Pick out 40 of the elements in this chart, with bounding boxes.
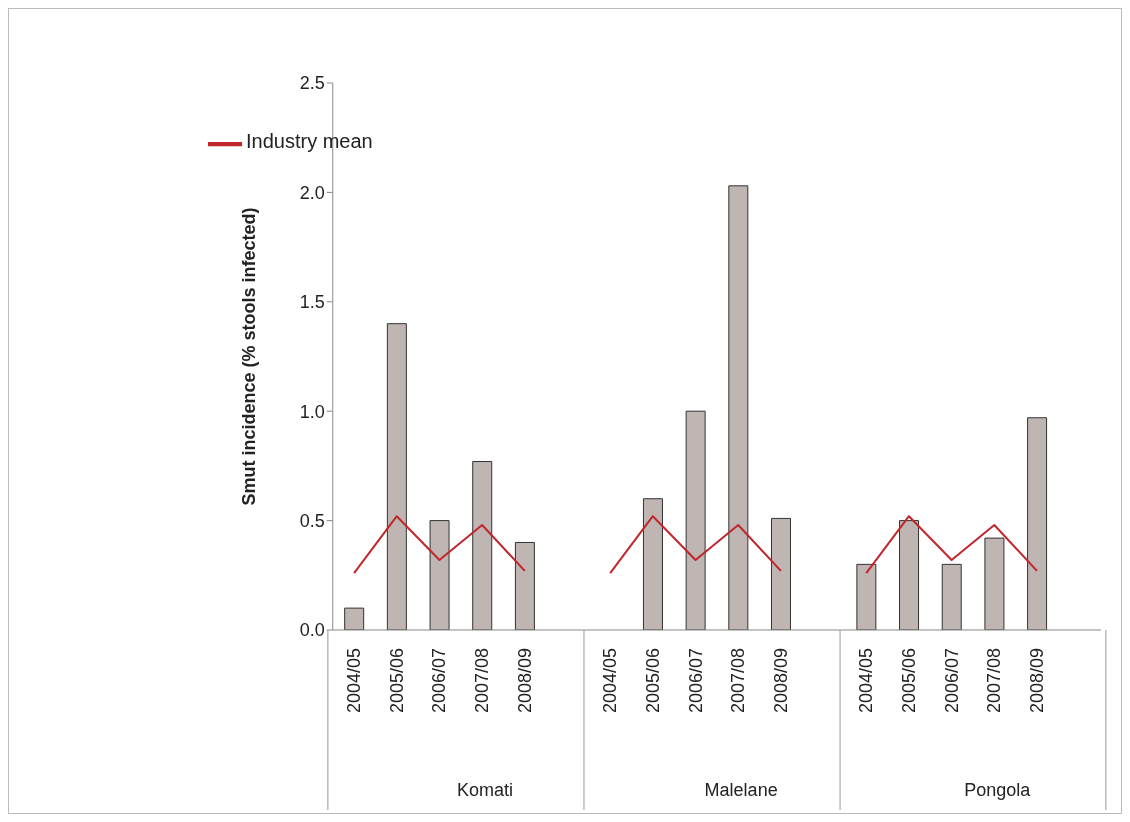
y-tick-label: 2.0 [299, 182, 325, 203]
x-tick-label: 2008/09 [1026, 648, 1047, 714]
x-tick-label: 2005/06 [386, 648, 407, 714]
x-tick-label: 2008/09 [514, 648, 535, 714]
x-tick-label: 2004/05 [344, 648, 365, 714]
x-tick-label: 2006/07 [429, 648, 450, 714]
bar [984, 537, 1005, 630]
bar [642, 498, 663, 630]
bar [1027, 417, 1048, 630]
text: Komati [457, 780, 514, 800]
x-tick-label: 2004/05 [600, 648, 621, 714]
text: Pongola [964, 780, 1032, 800]
bar [429, 520, 450, 630]
bar [941, 563, 962, 630]
y-axis-title: Smut incidence (% stools infected) [239, 207, 260, 506]
x-tick-label: 2006/07 [941, 648, 962, 714]
x-tick-label: 2004/05 [856, 648, 877, 714]
legend-label: Industry mean [246, 129, 373, 152]
bar [728, 185, 749, 630]
y-tick-label: 0.5 [299, 510, 325, 531]
bar [685, 410, 706, 630]
bar [472, 461, 493, 630]
text: Malelane [704, 780, 778, 800]
bar [771, 517, 791, 630]
x-tick-label: 2007/08 [472, 648, 493, 714]
x-tick-label: 2006/07 [685, 648, 706, 714]
x-tick-label: 2005/06 [898, 648, 919, 714]
x-tick-label: 2008/09 [770, 648, 791, 714]
x-tick-label: 2005/06 [642, 648, 663, 714]
y-tick-label: 1.0 [299, 401, 325, 422]
y-tick-label: 0.0 [299, 620, 325, 641]
bar [856, 563, 877, 630]
x-tick-label: 2007/08 [984, 648, 1005, 714]
y-tick-label: 2.5 [299, 73, 325, 94]
bar [514, 541, 535, 630]
bar [386, 323, 407, 630]
x-tick-label: 2007/08 [728, 648, 749, 714]
y-tick-label: 1.5 [299, 292, 325, 313]
bar [899, 520, 920, 630]
bar [344, 607, 365, 630]
